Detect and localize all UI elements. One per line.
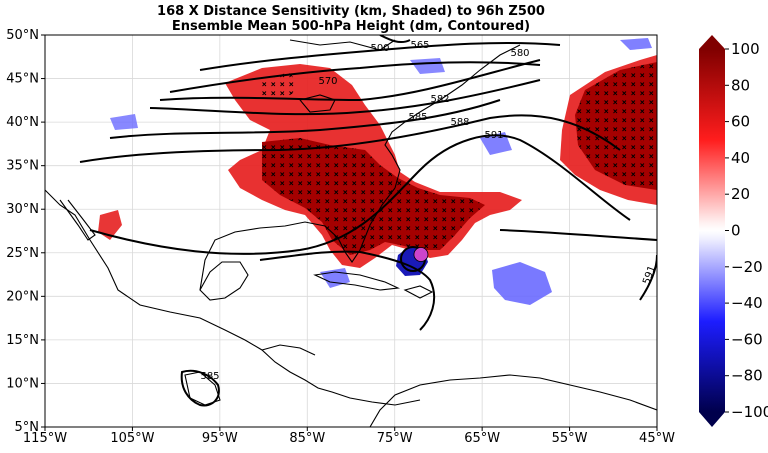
y-axis: 50°N 45°N 40°N 35°N 30°N 25°N 20°N 15°N 10°N 5°N xyxy=(6,28,45,435)
map-frame xyxy=(44,34,658,428)
contour-591-south xyxy=(259,250,436,331)
coastlines xyxy=(45,39,657,427)
y-tick-label: 15°N xyxy=(6,333,39,348)
contour-label-565: 565 xyxy=(410,40,429,51)
contour-500 xyxy=(379,35,411,44)
south-america-coast xyxy=(369,374,657,427)
colorbar-tick-label: 100 xyxy=(731,40,760,58)
contour-580 xyxy=(159,59,541,102)
x-tick-label: 65°W xyxy=(464,431,500,446)
y-tick-label: 35°N xyxy=(6,159,39,174)
contour-label-580: 580 xyxy=(510,48,529,59)
x-tick-label: 105°W xyxy=(110,431,154,446)
contour-label-585: 585 xyxy=(408,112,427,123)
negative-sensitivity-patch-a xyxy=(492,262,552,305)
y-tick-label: 20°N xyxy=(6,289,39,304)
gulf-coast xyxy=(199,187,396,291)
contour-585-small xyxy=(180,369,220,407)
yucatan xyxy=(199,261,249,301)
x-tick-label: 95°W xyxy=(202,431,238,446)
x-tick-label: 55°W xyxy=(552,431,588,446)
contour-591-east xyxy=(499,229,657,241)
central-america-coast xyxy=(261,344,316,356)
contour-582 xyxy=(149,79,541,116)
hispaniola xyxy=(403,285,434,299)
colorbar-min-extension xyxy=(699,412,725,427)
contour-label-585-south: 585 xyxy=(200,371,219,382)
contour-570 xyxy=(169,61,541,93)
contour-labels: 500 565 570 580 582 585 588 591 591 585 xyxy=(200,40,658,382)
y-tick-label: 10°N xyxy=(6,376,39,391)
positive-sensitivity-patch-ne xyxy=(98,210,122,240)
cuba xyxy=(313,271,401,291)
significance-hatching-north xyxy=(262,72,300,100)
chart-subtitle: Ensemble Mean 500-hPa Height (dm, Contou… xyxy=(172,19,530,34)
contour-591 xyxy=(89,134,631,255)
north-america-coast xyxy=(45,189,421,406)
contour-label-500: 500 xyxy=(370,43,389,54)
y-tick-label: 45°N xyxy=(6,72,39,87)
height-contours xyxy=(79,35,657,407)
x-tick-label: 75°W xyxy=(377,431,413,446)
negative-sensitivity-patch-e xyxy=(110,114,138,130)
colorbar-tick-label: −40 xyxy=(731,294,763,312)
negative-sensitivity-patch-c xyxy=(620,38,652,50)
contour-label-591: 591 xyxy=(484,130,503,141)
x-axis: 115°W 105°W 95°W 85°W 75°W 65°W 55°W 45°W xyxy=(23,427,675,446)
baja-california xyxy=(59,199,96,241)
x-tick-label: 85°W xyxy=(289,431,325,446)
colorbar-gradient xyxy=(699,49,725,412)
colorbar: 100 80 60 40 20 0 −20 −40 −60 −80 −100 xyxy=(699,35,768,427)
y-tick-label: 30°N xyxy=(6,202,39,217)
colorbar-tick-label: 0 xyxy=(731,222,741,240)
significance-hatching-east xyxy=(575,62,657,190)
colorbar-tick-label: −80 xyxy=(731,367,763,385)
negative-sensitivity-patch-d xyxy=(480,132,512,155)
storm-marker xyxy=(413,247,429,262)
contour-label-582: 582 xyxy=(430,94,449,105)
x-tick-label: 115°W xyxy=(23,431,67,446)
colorbar-tick-label: −60 xyxy=(731,330,763,348)
y-tick-label: 25°N xyxy=(6,246,39,261)
y-tick-label: 50°N xyxy=(6,28,39,43)
colorbar-tick-label: −100 xyxy=(731,403,768,421)
contour-label-588: 588 xyxy=(450,117,469,128)
contour-label-570: 570 xyxy=(318,76,337,87)
x-tick-label: 45°W xyxy=(639,431,675,446)
hudson-bay-coast xyxy=(289,39,396,51)
east-coast xyxy=(384,44,521,189)
y-tick-label: 40°N xyxy=(6,115,39,130)
contour-585 xyxy=(109,99,501,139)
colorbar-tick-label: 40 xyxy=(731,149,750,167)
y-tick-label: 5°N xyxy=(15,420,40,435)
colorbar-ticks: 100 80 60 40 20 0 −20 −40 −60 −80 −100 xyxy=(725,40,768,421)
contour-565 xyxy=(199,41,561,71)
significance-hatching xyxy=(262,138,485,255)
colorbar-max-extension xyxy=(699,35,725,49)
chart-title: 168 X Distance Sensitivity (km, Shaded) … xyxy=(157,4,545,19)
colorbar-tick-label: 60 xyxy=(731,113,750,131)
colorbar-tick-label: 20 xyxy=(731,185,750,203)
contour-588 xyxy=(79,114,621,163)
colorbar-tick-label: 80 xyxy=(731,76,750,94)
colorbar-tick-label: −20 xyxy=(731,258,763,276)
great-lakes xyxy=(299,94,336,113)
